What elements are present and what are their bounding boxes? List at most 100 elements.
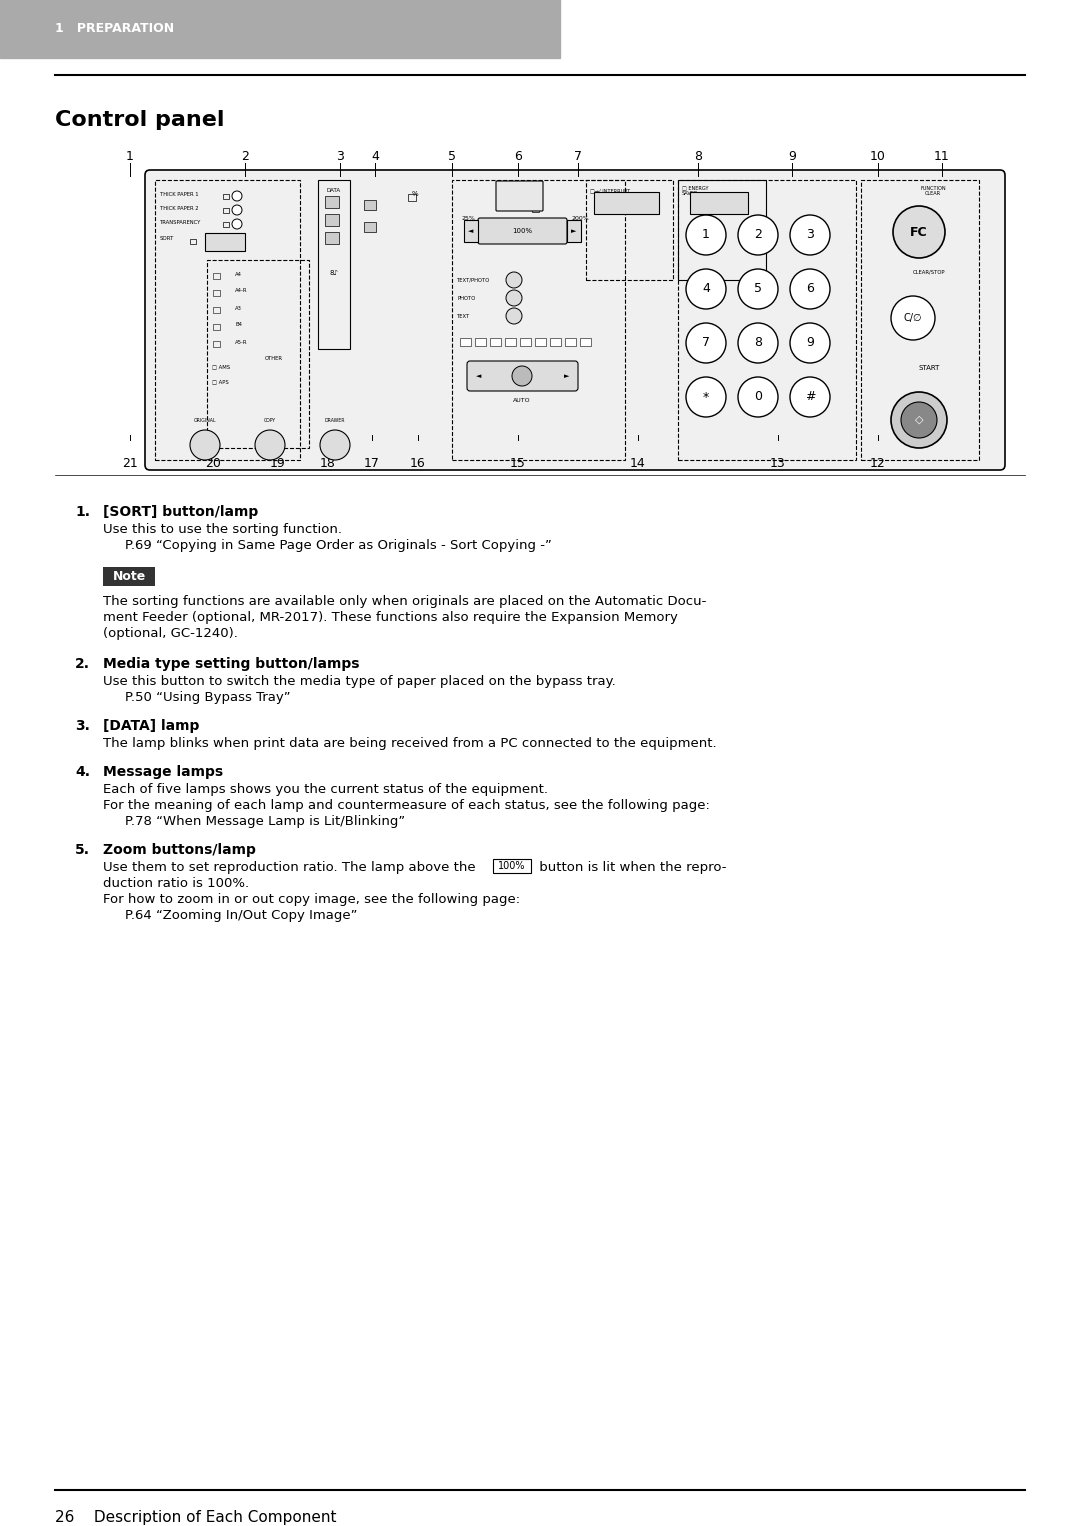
Circle shape xyxy=(507,272,522,288)
Text: TEXT: TEXT xyxy=(457,313,470,319)
Text: 6: 6 xyxy=(514,150,522,163)
Text: (optional, GC-1240).: (optional, GC-1240). xyxy=(103,627,238,639)
Text: START: START xyxy=(918,365,940,371)
Circle shape xyxy=(507,308,522,324)
Bar xyxy=(519,337,531,346)
Text: 9: 9 xyxy=(788,150,796,163)
Bar xyxy=(364,221,376,232)
Text: 17: 17 xyxy=(364,456,380,470)
Bar xyxy=(550,337,561,346)
Text: ►: ► xyxy=(565,372,569,378)
Bar xyxy=(460,337,471,346)
Bar xyxy=(207,259,309,449)
Text: CLEAR/STOP: CLEAR/STOP xyxy=(913,270,945,275)
Text: 14: 14 xyxy=(630,456,646,470)
Text: Each of five lamps shows you the current status of the equipment.: Each of five lamps shows you the current… xyxy=(103,783,548,797)
Bar xyxy=(464,220,478,243)
Text: For the meaning of each lamp and countermeasure of each status, see the followin: For the meaning of each lamp and counter… xyxy=(103,800,710,812)
Text: 7: 7 xyxy=(573,150,582,163)
Text: Media type setting button/lamps: Media type setting button/lamps xyxy=(103,658,360,671)
Text: Use this button to switch the media type of paper placed on the bypass tray.: Use this button to switch the media type… xyxy=(103,674,616,688)
Text: 13: 13 xyxy=(770,456,786,470)
Bar xyxy=(490,337,501,346)
Bar xyxy=(213,290,220,296)
Text: 25%: 25% xyxy=(462,215,476,220)
Text: 1: 1 xyxy=(702,229,710,241)
Bar xyxy=(861,180,978,459)
Text: 2: 2 xyxy=(754,229,761,241)
Text: FUNCTION
CLEAR: FUNCTION CLEAR xyxy=(920,186,946,197)
Text: 2.: 2. xyxy=(75,658,90,671)
Text: 3: 3 xyxy=(336,150,343,163)
Text: 1.: 1. xyxy=(75,505,90,519)
Text: A5-R: A5-R xyxy=(235,339,247,345)
Text: 26    Description of Each Component: 26 Description of Each Component xyxy=(55,1511,337,1524)
Text: A4-R: A4-R xyxy=(235,288,247,293)
Text: TEXT/PHOTO: TEXT/PHOTO xyxy=(457,278,490,282)
Text: SORT: SORT xyxy=(160,237,174,241)
Text: 7: 7 xyxy=(702,337,710,349)
Bar xyxy=(678,180,856,459)
Text: AUTO: AUTO xyxy=(513,397,530,403)
Circle shape xyxy=(686,215,726,255)
Bar xyxy=(222,221,229,227)
Bar xyxy=(678,180,766,279)
Bar xyxy=(690,192,748,214)
Text: 20: 20 xyxy=(205,456,221,470)
Text: 0: 0 xyxy=(754,391,762,403)
Circle shape xyxy=(738,377,778,417)
Text: %: % xyxy=(411,191,418,197)
Bar xyxy=(492,859,531,873)
Circle shape xyxy=(686,269,726,308)
Circle shape xyxy=(789,215,831,255)
Bar xyxy=(213,324,220,330)
FancyBboxPatch shape xyxy=(496,182,543,211)
Text: ◇: ◇ xyxy=(915,415,923,426)
Circle shape xyxy=(738,269,778,308)
Bar xyxy=(0,0,561,58)
Circle shape xyxy=(891,296,935,340)
Text: □ APS: □ APS xyxy=(212,380,229,385)
Text: 8: 8 xyxy=(754,337,762,349)
Text: 8♪: 8♪ xyxy=(329,270,338,276)
Text: P.50 “Using Bypass Tray”: P.50 “Using Bypass Tray” xyxy=(125,691,291,703)
Text: PHOTO: PHOTO xyxy=(457,296,475,301)
Circle shape xyxy=(789,377,831,417)
Text: [DATA] lamp: [DATA] lamp xyxy=(103,719,200,732)
Bar xyxy=(222,194,229,198)
Bar xyxy=(213,273,220,279)
Text: Zoom buttons/lamp: Zoom buttons/lamp xyxy=(103,842,256,858)
Circle shape xyxy=(232,191,242,201)
Circle shape xyxy=(891,392,947,449)
Text: 100%: 100% xyxy=(512,227,532,233)
Text: ►: ► xyxy=(571,227,577,233)
Text: Use them to set reproduction ratio. The lamp above the: Use them to set reproduction ratio. The … xyxy=(103,861,480,874)
Text: ORIGINAL: ORIGINAL xyxy=(193,418,216,423)
Text: 4: 4 xyxy=(702,282,710,296)
Text: Control panel: Control panel xyxy=(55,110,225,130)
Text: □→/ INTERRUPT: □→/ INTERRUPT xyxy=(590,189,630,194)
Bar xyxy=(205,233,245,250)
Text: 3.: 3. xyxy=(75,719,90,732)
Circle shape xyxy=(893,206,945,258)
Bar xyxy=(532,206,539,212)
Text: P.78 “When Message Lamp is Lit/Blinking”: P.78 “When Message Lamp is Lit/Blinking” xyxy=(125,815,405,829)
Text: For how to zoom in or out copy image, see the following page:: For how to zoom in or out copy image, se… xyxy=(103,893,521,906)
Text: THICK PAPER 2: THICK PAPER 2 xyxy=(160,206,199,211)
Bar xyxy=(594,192,659,214)
Text: 19: 19 xyxy=(270,456,286,470)
Text: B4: B4 xyxy=(235,322,242,328)
Bar xyxy=(567,220,581,243)
Bar xyxy=(103,568,156,586)
Text: 100%: 100% xyxy=(498,861,526,871)
Text: P.69 “Copying in Same Page Order as Originals - Sort Copying -”: P.69 “Copying in Same Page Order as Orig… xyxy=(125,539,552,552)
Text: 12: 12 xyxy=(870,456,886,470)
Bar xyxy=(325,195,339,208)
Text: 6: 6 xyxy=(806,282,814,296)
Text: C/∅: C/∅ xyxy=(904,313,922,324)
FancyBboxPatch shape xyxy=(478,218,567,244)
Text: Use this to use the sorting function.: Use this to use the sorting function. xyxy=(103,523,342,536)
Bar xyxy=(453,180,625,459)
Text: button is lit when the repro-: button is lit when the repro- xyxy=(535,861,727,874)
Text: 1   PREPARATION: 1 PREPARATION xyxy=(55,23,174,35)
